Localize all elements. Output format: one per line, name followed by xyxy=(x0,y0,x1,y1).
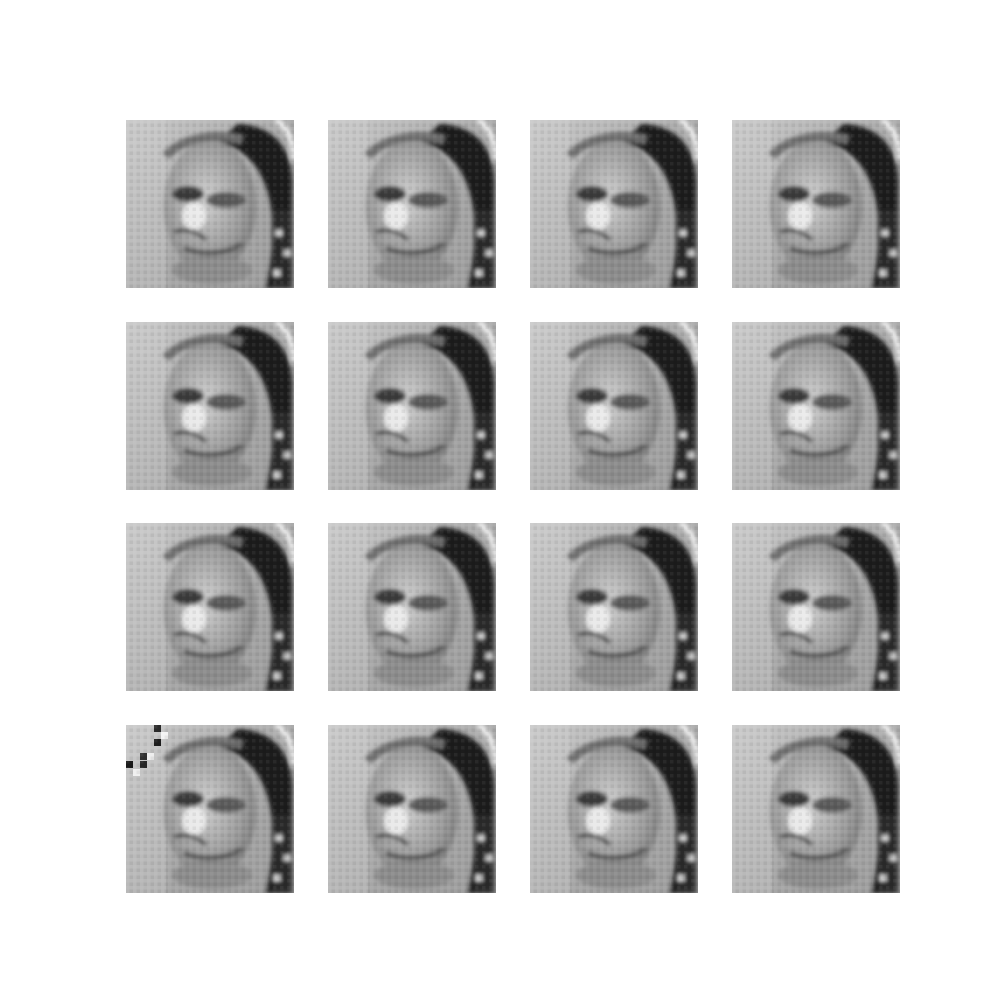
face-tile xyxy=(126,523,294,691)
face-tile xyxy=(126,725,294,893)
face-tile xyxy=(732,725,900,893)
face-tile xyxy=(732,322,900,490)
face-tile xyxy=(732,120,900,288)
face-tile xyxy=(530,725,698,893)
face-tile xyxy=(126,120,294,288)
face-tile xyxy=(328,120,496,288)
face-tile xyxy=(530,322,698,490)
face-tile xyxy=(732,523,900,691)
face-tile xyxy=(328,725,496,893)
face-tile xyxy=(328,322,496,490)
face-tile xyxy=(328,523,496,691)
face-tile xyxy=(530,120,698,288)
face-tile xyxy=(530,523,698,691)
face-tile xyxy=(126,322,294,490)
